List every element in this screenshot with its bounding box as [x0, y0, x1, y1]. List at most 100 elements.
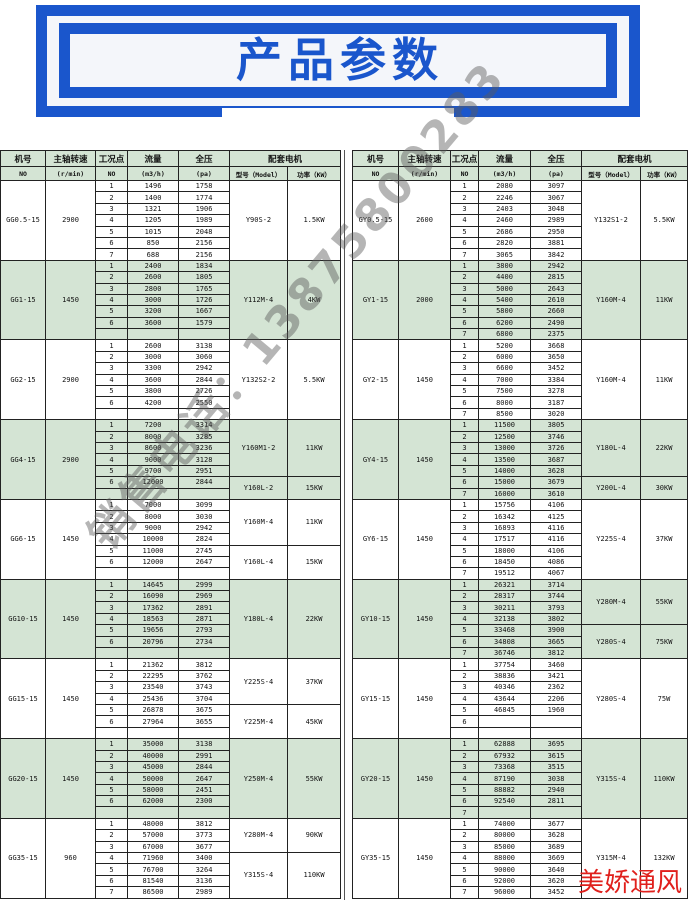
pressure-value: [530, 806, 582, 819]
header-motor-power: 功率（KW）: [639, 166, 689, 181]
point-no: 5: [95, 703, 128, 717]
pressure-value: 3452: [530, 886, 582, 899]
table-row: 2 38836 3421: [353, 669, 688, 683]
flow-value: 16893: [478, 521, 531, 535]
fan-model: GY15-15: [352, 658, 399, 740]
flow-value: 73368: [478, 760, 531, 774]
table-row: 3 45000 2844: [1, 760, 341, 774]
pressure-value: 3773: [178, 829, 230, 842]
table-row: 5 18000 4106: [353, 544, 688, 557]
fan-model: GG20-15: [0, 738, 46, 819]
motor-model: Y315M-4: [581, 817, 641, 899]
point-no: 2: [95, 829, 128, 842]
table-row: 6 20796 2734: [1, 635, 341, 649]
flow-value: 35000: [127, 738, 179, 751]
point-no: 7: [450, 248, 479, 261]
header-motor: 配套电机: [580, 150, 689, 167]
parameter-table-gg: 机号 主轴转速 工况点 流量 全压 配套电机 NO (r/min) NO (m3/h) (pa) 型号…: [0, 150, 342, 899]
header-speed: 主轴转速: [45, 150, 96, 167]
table-row: 5 33468 3900 Y280S-4 75KW: [353, 624, 689, 660]
point-no: 1: [450, 578, 479, 592]
fan-model: GY4-15: [352, 419, 399, 500]
point-no: 3: [450, 840, 479, 854]
pressure-value: [178, 407, 230, 421]
table-row: GY20-15 1450 1 62888 3695 Y315S-4 110KW: [352, 738, 689, 819]
point-no: 1: [450, 498, 479, 512]
table-row: 7 16000 3610: [353, 487, 688, 500]
point-no: 5: [450, 544, 479, 557]
point-no: 2: [450, 510, 479, 523]
fan-model: GY35-15: [352, 817, 399, 899]
table-row: 4 5400 2610: [353, 293, 688, 307]
spindle-speed: 1450: [398, 658, 451, 740]
fan-model: GG10-15: [0, 578, 46, 660]
fan-model: GY2-15: [352, 339, 399, 421]
pressure-value: 3689: [530, 840, 582, 854]
table-row: 4 17517 4116: [353, 533, 688, 546]
pressure-value: 3900: [530, 624, 582, 637]
pressure-value: 3695: [530, 738, 582, 751]
table-row: 7 86500 2989: [1, 886, 341, 899]
flow-value: 5800: [478, 305, 531, 318]
fan-model: GY20-15: [352, 738, 399, 819]
pressure-value: 4125: [530, 510, 582, 523]
flow-value: 1015: [127, 225, 179, 238]
spindle-speed: 1450: [45, 738, 96, 819]
table-row: 3 5000 2643: [353, 282, 688, 295]
flow-value: 10000: [127, 533, 179, 546]
point-no: 6: [95, 316, 128, 330]
spindle-speed: 1450: [398, 817, 451, 899]
flow-value: 86500: [127, 886, 179, 899]
pressure-value: 3675: [178, 703, 230, 717]
title-banner: [36, 5, 640, 117]
point-no: 1: [95, 179, 128, 193]
flow-value: 18563: [127, 612, 179, 626]
point-no: 6: [450, 874, 479, 888]
pressure-value: 3615: [530, 749, 582, 762]
pressure-value: 2942: [530, 259, 582, 273]
flow-value: 74000: [478, 817, 531, 831]
motor-power: 75KW: [639, 624, 689, 660]
motor-power: 90KW: [286, 817, 342, 854]
motor-model: Y160M-4: [229, 498, 288, 546]
point-no: 4: [450, 214, 479, 227]
flow-value: 28317: [478, 590, 531, 603]
spindle-speed: 960: [45, 817, 96, 899]
point-no: 5: [450, 385, 479, 398]
point-no: 2: [95, 191, 128, 204]
table-row: 2 67932 3615: [353, 749, 688, 762]
pressure-value: 1774: [178, 191, 230, 204]
pressure-value: 3812: [178, 817, 230, 831]
flow-value: 8600: [127, 441, 179, 455]
flow-value: 1400: [127, 191, 179, 204]
table-row: GY15-15 1450 1 37754 3460 Y280S-4 75W: [352, 658, 689, 740]
table-row: 6 6200 2490: [353, 316, 688, 330]
pressure-value: 2610: [530, 293, 582, 307]
flow-value: 18450: [478, 555, 531, 569]
motor-power: 55KW: [286, 738, 342, 819]
pressure-value: [178, 726, 230, 740]
table-row: 2 16342 4125: [353, 510, 688, 523]
point-no: 6: [95, 635, 128, 649]
flow-value: 8000: [127, 430, 179, 444]
header-pressure-sub: (pa): [530, 166, 582, 181]
pressure-value: 4106: [530, 498, 582, 512]
flow-value: 1205: [127, 214, 179, 227]
flow-value: 3600: [127, 316, 179, 330]
motor-power: 37KW: [286, 658, 342, 705]
fan-model: GY1-15: [352, 259, 399, 341]
point-no: 6: [95, 555, 128, 569]
table-row: [1, 567, 341, 580]
point-no: 2: [95, 669, 128, 683]
motor-power: 30KW: [639, 476, 689, 500]
page-title: 产品参数: [236, 33, 444, 87]
point-no: 1: [450, 658, 479, 671]
header-point-sub: NO: [450, 166, 479, 181]
pressure-value: 3610: [530, 487, 582, 500]
point-no: 1: [450, 339, 479, 352]
pressure-value: 2844: [178, 760, 230, 774]
pressure-value: 3793: [530, 601, 582, 614]
header-speed: 主轴转速: [398, 150, 451, 167]
pressure-value: 3677: [530, 817, 582, 831]
pressure-value: 2844: [178, 373, 230, 387]
